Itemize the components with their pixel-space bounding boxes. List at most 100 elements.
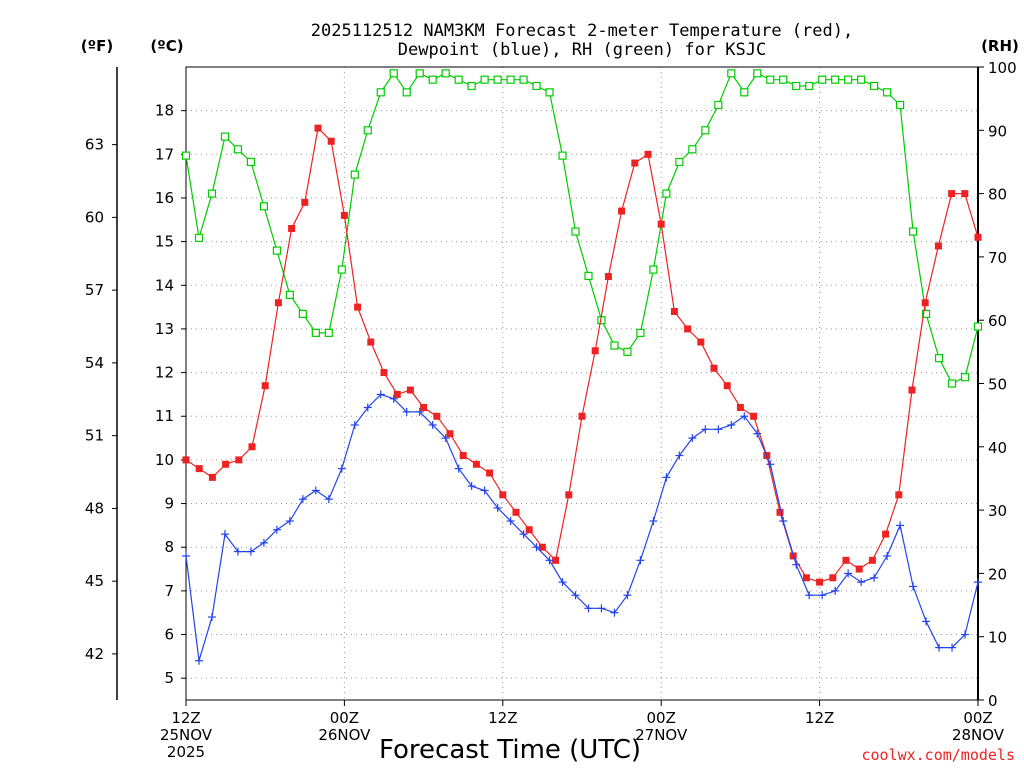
temperature-point [195,465,203,473]
tick-label-fahrenheit: 42 [85,645,104,663]
rh-point [960,373,970,382]
rh-point [675,157,684,167]
temperature-point [868,556,876,564]
temperature-point [261,382,269,390]
rh-point [233,145,243,154]
dewpoint-point [182,551,190,560]
rh-point [701,126,710,135]
dewpoint-point [337,464,346,473]
rh-point [947,379,957,388]
temperature-point [710,364,718,372]
temperature-point [274,299,282,307]
dewpoint-point [883,551,892,560]
rh-point [259,202,269,211]
dewpoint-point [909,582,918,591]
tick-label-celsius: 12 [155,364,174,382]
fahrenheit-unit-label: (ºF) [81,37,113,55]
dewpoint-point [740,412,749,421]
chart-title-line1: 2025112512 NAM3KM Forecast 2-meter Tempe… [311,21,853,41]
rh-point [623,347,632,356]
temperature-point [736,404,744,412]
dewpoint-point [454,464,463,473]
temperature-point [697,338,705,346]
tick-label-celsius: 6 [164,626,174,644]
rh-point [921,309,931,318]
rh-point [792,81,801,91]
rh-point [506,75,515,84]
tick-label-fahrenheit: 57 [85,281,104,299]
temperature-point [816,578,824,586]
temperature-point [459,452,467,460]
dewpoint-point [532,543,541,552]
tick-label-rh: 100 [988,59,1017,77]
rh-point [285,290,294,299]
rh-point [441,69,450,78]
temperature-point [354,303,362,311]
rh-point [662,189,671,198]
dewpoint-point [428,420,437,429]
rh-point [220,132,230,141]
temperature-point [314,124,322,132]
temperature-point [657,220,665,228]
rh-point [857,75,866,84]
rh-point [194,233,204,243]
dewpoint-point [948,643,957,652]
temperature-point [934,242,942,250]
tick-label-x: 00Z [647,709,676,727]
rh-series [181,69,983,388]
dewpoint-point [415,407,424,416]
dewpoint-point [584,604,593,613]
rh-point [558,151,567,160]
dewpoint-point [792,560,801,569]
tick-label-x: 28NOV [952,726,1005,744]
rh-point [402,88,411,97]
tick-label-x: 00Z [963,709,992,727]
dewpoint-point [870,573,879,582]
dewpoint-point [441,434,450,443]
rh-point [376,88,385,97]
rh-line [185,72,979,385]
temperature-line [185,126,979,583]
temperature-point [591,347,599,355]
dewpoint-point [363,403,372,412]
temperature-point [578,412,586,420]
rh-point [883,88,892,97]
temperature-point [406,386,414,394]
tick-label-rh: 60 [988,312,1007,330]
temperature-point [684,325,692,333]
tick-label-x: 12Z [488,709,517,727]
rh-point [467,81,476,91]
rh-point [649,265,658,274]
tick-label-x: 12Z [805,709,834,727]
rh-point [493,75,502,84]
tick-label-celsius: 7 [164,582,174,600]
dewpoint-point [389,394,398,403]
dewpoint-point [831,586,840,595]
grid-lines [185,67,979,700]
temperature-point [855,565,863,573]
dewpoint-point [311,486,320,495]
rh-point [908,227,918,236]
temperature-point [921,299,929,307]
x-axis-label: Forecast Time (UTC) [379,735,641,765]
tick-label-fahrenheit: 45 [85,572,104,590]
rh-point [895,100,905,110]
temperature-point [618,207,626,215]
temperature-point [393,390,401,398]
tick-label-celsius: 15 [155,233,174,251]
dewpoint-point [974,578,982,587]
axes [112,66,984,706]
rh-unit-label: (RH) [981,37,1019,55]
dewpoint-point [753,429,762,438]
dewpoint-point [506,517,515,526]
temperature-point [248,443,256,451]
tick-label-celsius: 16 [155,189,174,207]
rh-point [844,75,853,84]
temperature-point [208,473,216,481]
celsius-unit-label: (ºC) [150,37,183,55]
dewpoint-point [636,556,645,565]
dewpoint-point [662,473,671,482]
temperature-point [974,233,982,241]
tick-label-celsius: 10 [155,451,174,469]
tick-label-fahrenheit: 60 [85,208,104,226]
